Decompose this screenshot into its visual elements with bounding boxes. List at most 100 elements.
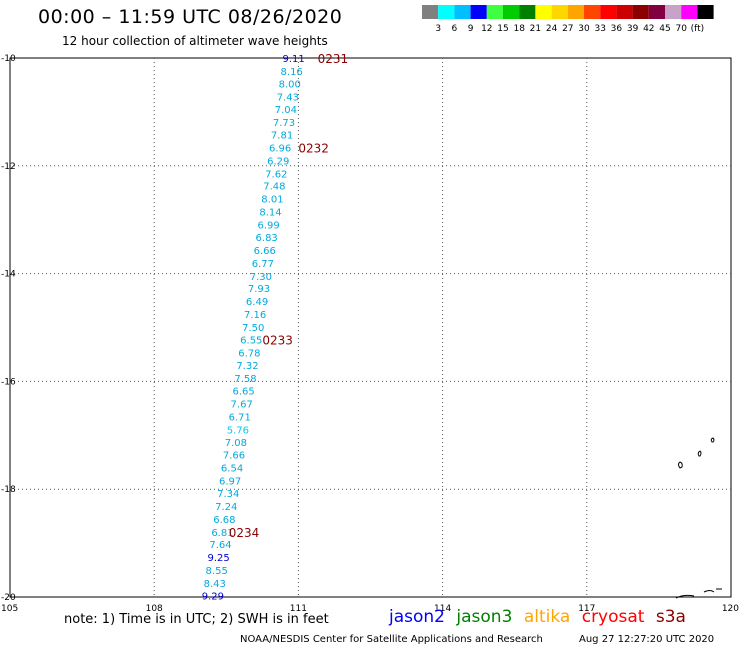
wave-height-value: 7.81: [271, 131, 293, 142]
colorbar-swatch: [616, 5, 633, 19]
wave-height-value: 8.01: [261, 195, 283, 206]
colorbar-label: 21: [530, 24, 541, 34]
colorbar-label: 9: [468, 24, 474, 34]
colorbar-label: 27: [562, 24, 573, 34]
colorbar-swatch: [632, 5, 649, 19]
colorbar-swatch: [470, 5, 487, 19]
colorbar-label: 45: [659, 24, 670, 34]
wave-height-value: 7.04: [275, 105, 297, 116]
x-tick-label: 108: [146, 604, 163, 614]
colorbar-label: 42: [643, 24, 654, 34]
wave-height-value: 6.66: [254, 246, 276, 257]
wave-height-value: 6.83: [256, 233, 278, 244]
y-tick-label: -12: [1, 162, 16, 172]
wave-height-value: 7.93: [248, 284, 270, 295]
wave-height-value: 7.50: [242, 323, 264, 334]
colorbar-swatch: [503, 5, 520, 19]
colorbar-swatch: [600, 5, 617, 19]
y-tick-label: -16: [1, 377, 16, 387]
pass-time-label: 0233: [262, 333, 293, 347]
wave-height-value: 7.30: [250, 272, 272, 283]
wave-height-value: 7.64: [209, 540, 231, 551]
y-tick-label: -18: [1, 485, 16, 495]
wave-height-value: 6.54: [221, 464, 243, 475]
wave-height-value: 6.55: [240, 335, 262, 346]
plot-frame: [9, 57, 732, 598]
colorbar-label: (ft): [691, 24, 705, 34]
wave-height-value: 8.43: [204, 579, 226, 590]
coastline-fragment: [675, 588, 722, 599]
x-tick-label: 114: [434, 604, 451, 614]
colorbar-swatch: [681, 5, 698, 19]
wave-height-value: 6.81: [211, 528, 233, 539]
credit-line: NOAA/NESDIS Center for Satellite Applica…: [240, 634, 543, 645]
colorbar-label: 24: [546, 24, 558, 34]
wave-height-value: 5.76: [227, 425, 249, 436]
wave-height-value: 9.29: [202, 591, 224, 602]
chart-subtitle: 12 hour collection of altimeter wave hei…: [62, 34, 328, 48]
wave-height-value: 7.48: [263, 182, 285, 193]
colorbar-label: 18: [513, 24, 525, 34]
x-tick-label: 120: [722, 604, 739, 614]
chart-title: 00:00 – 11:59 UTC 08/26/2020: [38, 6, 343, 28]
pass-time-label: 0231: [318, 52, 349, 66]
satellite-legend: jason2 jason3 altika cryosat s3a: [389, 607, 692, 627]
colorbar-label: 12: [481, 24, 492, 34]
wave-height-value: 6.68: [213, 515, 235, 526]
wave-height-value: 6.29: [267, 156, 289, 167]
legend-s3a: s3a: [655, 607, 686, 627]
units-note: note: 1) Time is in UTC; 2) SWH is in fe…: [64, 612, 329, 627]
colorbar-swatch: [551, 5, 568, 19]
legend-altika: altika: [523, 607, 571, 627]
wave-height-value: 6.78: [238, 348, 260, 359]
legend-jason3: jason3: [456, 607, 513, 627]
wave-height-value: 7.58: [234, 374, 256, 385]
colorbar-swatch: [535, 5, 552, 19]
pass-time-label: 0234: [229, 526, 260, 540]
colorbar-label: 70: [675, 24, 687, 34]
wave-height-value: 9.11: [282, 54, 304, 65]
wave-height-value: 7.16: [244, 310, 266, 321]
wave-height-value: 7.32: [236, 361, 258, 372]
wave-height-value: 6.96: [269, 143, 291, 154]
wave-height-value: 7.73: [273, 118, 295, 129]
wave-height-value: 6.65: [232, 387, 254, 398]
colorbar-swatch: [438, 5, 455, 19]
y-tick-label: -10: [1, 54, 16, 64]
generated-timestamp: Aug 27 12:27:20 UTC 2020: [579, 634, 715, 645]
colorbar-label: 6: [452, 24, 458, 34]
wave-height-value: 6.97: [219, 477, 241, 488]
wave-height-value: 6.49: [246, 297, 268, 308]
legend-jason2: jason2: [389, 607, 445, 627]
wave-height-value: 7.62: [265, 169, 287, 180]
colorbar-swatch: [648, 5, 665, 19]
wave-height-value: 6.99: [257, 221, 279, 232]
colorbar-swatch: [584, 5, 601, 19]
color-scale-bar: 3 6 9 12 15 18 21 24 27 30 33 36 39 42 45 70 (ft): [422, 5, 714, 34]
wave-height-value: 7.43: [277, 92, 299, 103]
colorbar-label: 39: [627, 24, 639, 34]
wave-height-value: 8.00: [279, 79, 301, 90]
colorbar-swatch: [665, 5, 682, 19]
wave-height-value: 8.16: [281, 67, 303, 78]
colorbar-swatch: [519, 5, 536, 19]
wave-height-value: 7.34: [217, 489, 239, 500]
wave-height-value: 9.25: [207, 553, 229, 564]
colorbar-label: 33: [594, 24, 605, 34]
colorbar-label: 3: [435, 24, 441, 34]
wave-height-value: 7.08: [225, 438, 247, 449]
colorbar-swatch: [697, 5, 714, 19]
wave-height-value: 6.71: [229, 412, 251, 423]
y-tick-label: -14: [1, 270, 16, 280]
wave-height-value: 7.67: [231, 399, 253, 410]
coastline-fragment: [710, 437, 715, 443]
wave-height-value: 6.77: [252, 259, 274, 270]
x-tick-label: 117: [578, 604, 595, 614]
colorbar-swatch: [486, 5, 503, 19]
colorbar-label: 36: [611, 24, 623, 34]
colorbar-label: 30: [578, 24, 590, 34]
coastline-fragment: [697, 450, 702, 457]
wave-height-value: 7.24: [215, 502, 237, 513]
y-tick-label: -20: [1, 593, 16, 603]
